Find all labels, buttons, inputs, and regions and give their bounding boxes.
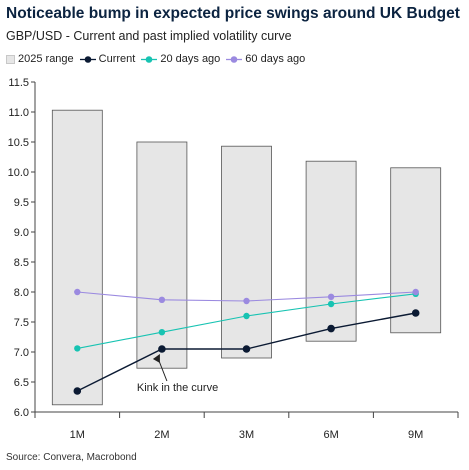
annotation-arrow-head: [152, 354, 160, 363]
y-tick-label: 11.0: [8, 107, 29, 119]
x-tick-label-1m: 1M: [70, 429, 85, 441]
series-point-20-days-ago: [327, 300, 335, 308]
series-point-current: [327, 324, 335, 333]
legend-swatch-range: [6, 54, 15, 64]
legend-label-20-days: 20 days ago: [160, 53, 221, 65]
series-point-60-days-ago: [158, 296, 166, 303]
range-box-9m: [390, 167, 442, 334]
y-tick-label: 7.5: [14, 317, 29, 329]
x-tick-label-3m: 3M: [239, 429, 254, 441]
y-tick-label: 7.0: [14, 347, 29, 359]
y-tick-label: 8.0: [14, 287, 29, 299]
series-point-20-days-ago: [243, 312, 250, 320]
series-point-20-days-ago: [158, 329, 166, 336]
series-point-current: [411, 309, 420, 317]
y-tick-label: 10.5: [8, 137, 29, 149]
series-point-60-days-ago: [74, 288, 81, 296]
y-tick-label: 6.5: [14, 377, 29, 389]
chart-plot-area: 6.0 6.5 7.0 7.5 8.0 8.5 9.0 9.5 10.0 10.5 11.0 11.5…: [8, 77, 459, 441]
annotation-label: Kink in the curve: [137, 382, 218, 394]
legend-swatch-20-days: [141, 55, 158, 63]
legend-label-range: 2025 range: [18, 53, 74, 65]
range-box-1m: [51, 109, 103, 406]
series-point-current: [158, 345, 166, 353]
legend-item-60-days: 60 days ago: [226, 53, 305, 65]
y-tick-label: 11.5: [8, 77, 29, 89]
series-point-60-days-ago: [412, 288, 419, 296]
series-point-60-days-ago: [243, 297, 250, 305]
legend-swatch-60-days: [226, 55, 243, 63]
x-tick-label-9m: 9M: [408, 429, 423, 441]
range-box-6m: [305, 160, 357, 342]
x-tick-label-2m: 2M: [154, 429, 169, 441]
chart-legend: 2025 range Current 20 days ago 60 days a…: [6, 53, 305, 65]
source-note: Source: Convera, Macrobond: [6, 452, 137, 463]
x-tick-label-6m: 6M: [323, 429, 338, 441]
y-tick-label: 6.0: [14, 407, 29, 419]
series-point-20-days-ago: [74, 345, 81, 352]
series-point-current: [73, 387, 82, 395]
chart-subtitle: GBP/USD - Current and past implied volat…: [6, 29, 292, 43]
y-tick-label: 10.0: [8, 167, 29, 179]
legend-item-20-days: 20 days ago: [141, 53, 220, 65]
series-point-current: [242, 345, 251, 353]
legend-item-current: Current: [79, 53, 136, 65]
chart-title: Noticeable bump in expected price swings…: [6, 5, 460, 22]
y-tick-label: 9.0: [14, 227, 29, 239]
series-point-60-days-ago: [327, 293, 335, 300]
range-box-3m: [221, 145, 272, 359]
legend-item-range: 2025 range: [6, 53, 74, 65]
legend-label-60-days: 60 days ago: [245, 53, 306, 65]
y-tick-label: 9.5: [14, 197, 29, 209]
legend-label-current: Current: [98, 53, 136, 65]
legend-swatch-current: [79, 55, 96, 63]
y-tick-label: 8.5: [14, 257, 29, 269]
